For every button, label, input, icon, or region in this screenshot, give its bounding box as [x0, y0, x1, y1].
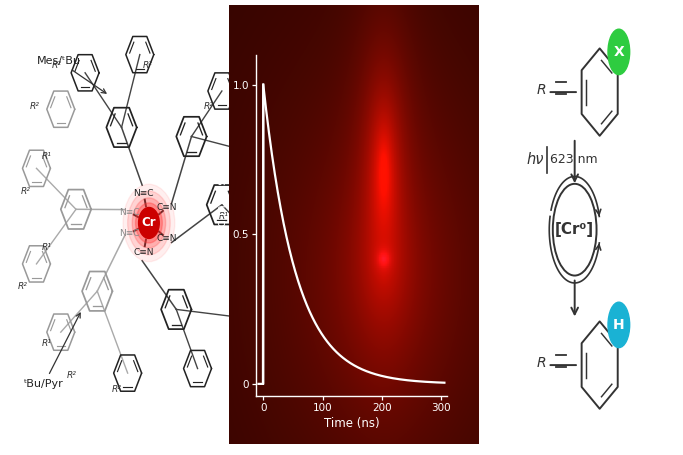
Circle shape: [123, 184, 175, 262]
Text: R²: R²: [204, 102, 213, 111]
Text: N≡C: N≡C: [133, 188, 154, 197]
Text: R²: R²: [112, 384, 122, 394]
Text: R: R: [537, 83, 546, 97]
Text: [Cr⁰]: [Cr⁰]: [555, 222, 594, 237]
Text: R²: R²: [18, 282, 28, 291]
Text: C≡N: C≡N: [133, 248, 154, 258]
Text: R¹: R¹: [42, 152, 52, 162]
Y-axis label: Normalized intensity: Normalized intensity: [216, 164, 229, 287]
Text: R²: R²: [21, 187, 31, 196]
Text: 623 nm: 623 nm: [550, 153, 598, 166]
Text: R²: R²: [30, 102, 40, 111]
Circle shape: [133, 198, 166, 248]
Text: hν: hν: [526, 152, 544, 167]
Text: C≡N: C≡N: [156, 203, 177, 212]
Circle shape: [128, 191, 170, 255]
Circle shape: [608, 29, 630, 75]
Text: Cr: Cr: [141, 217, 156, 229]
Circle shape: [608, 302, 630, 348]
Text: N≡C: N≡C: [120, 229, 140, 238]
Text: R²: R²: [66, 371, 76, 380]
Circle shape: [139, 207, 159, 238]
Text: R²: R²: [143, 61, 152, 71]
Text: ᵗBu/Pyr: ᵗBu/Pyr: [25, 313, 80, 389]
Text: X: X: [613, 45, 624, 59]
Text: Mes/ᵗBu: Mes/ᵗBu: [36, 56, 106, 93]
Text: R¹: R¹: [219, 212, 228, 221]
Text: H: H: [613, 318, 625, 332]
Text: R²: R²: [51, 61, 61, 71]
Text: R: R: [537, 356, 546, 370]
Circle shape: [553, 184, 596, 276]
Text: C≡N: C≡N: [156, 234, 177, 243]
Text: N≡C: N≡C: [120, 208, 140, 217]
Circle shape: [135, 203, 163, 243]
Text: R¹: R¹: [42, 243, 52, 253]
Text: R¹: R¹: [42, 339, 52, 348]
Text: R¹: R¹: [242, 262, 253, 271]
X-axis label: Time (ns): Time (ns): [324, 417, 380, 430]
